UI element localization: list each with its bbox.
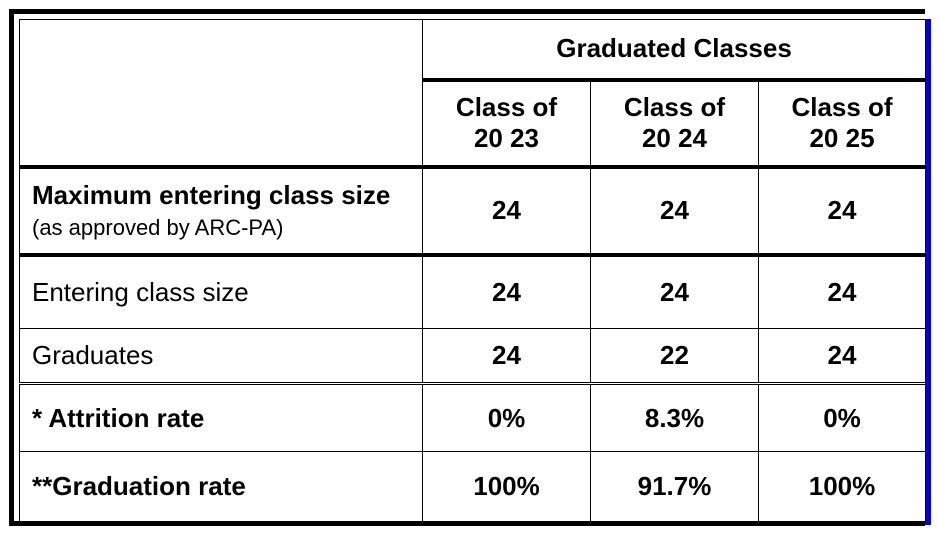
row-label-entering: Entering class size [19,254,423,329]
class-2025-line2: 20 25 [809,123,875,153]
table-row: **Graduation rate 100% 91.7% 100% [19,451,927,522]
class-2023-line2: 20 23 [473,123,540,153]
table-row: Graduates 24 22 24 [19,328,927,385]
class-2023-header: Class of 20 23 [422,79,591,169]
cell-value: 24 [757,254,927,329]
cell-value: 0% [422,383,591,452]
row-label-attrition: * Attrition rate [19,383,423,452]
class-2025-header: Class of 20 25 [757,79,927,169]
cell-value: 100% [757,451,927,522]
table-row: Maximum entering class size (as approved… [19,166,927,257]
cell-value: 8.3% [590,383,759,452]
table-row: * Attrition rate 0% 8.3% 0% [19,383,927,452]
cell-value: 0% [757,383,927,452]
cell-value: 24 [422,254,591,329]
row-label-graduates: Graduates [19,328,423,385]
row-label-max-entering: Maximum entering class size (as approved… [19,166,423,257]
graduated-classes-header: Graduated Classes [421,19,927,82]
class-2024-line1: Class of [623,92,726,122]
cell-value: 24 [422,166,591,257]
cell-value: 24 [757,328,927,385]
cell-value: 22 [590,328,759,385]
table-row: Entering class size 24 24 24 [19,254,927,329]
row-label-graduation-rate: **Graduation rate [19,451,423,522]
class-2024-line2: 20 24 [641,123,708,153]
blue-edge [925,19,931,525]
cell-value: 91.7% [590,451,759,522]
table-frame [9,9,925,526]
cell-value: 100% [422,451,591,522]
class-2024-header: Class of 20 24 [590,79,759,169]
empty-header-cell [19,19,423,169]
graduation-table: Graduated Classes Class of 20 23 Class o… [19,19,927,522]
row-label-note: (as approved by ARC-PA) [32,214,284,240]
cell-value: 24 [757,166,927,257]
row-label-bold: Maximum entering class size [32,179,391,210]
cell-value: 24 [422,328,591,385]
cell-value: 24 [590,166,759,257]
class-2023-line1: Class of [455,92,558,122]
cell-value: 24 [590,254,759,329]
class-2025-line1: Class of [791,92,893,122]
